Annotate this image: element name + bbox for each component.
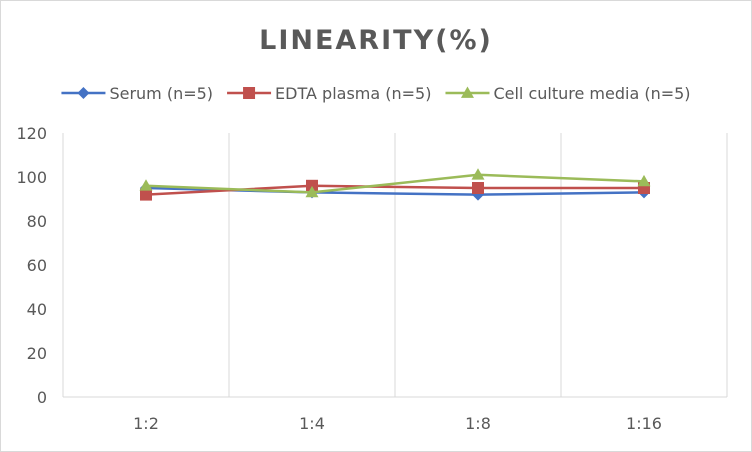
data-point bbox=[140, 188, 152, 201]
legend-marker bbox=[460, 86, 474, 98]
legend-label: EDTA plasma (n=5) bbox=[275, 84, 431, 103]
vertical-gridlines bbox=[228, 133, 562, 397]
y-axis-tick-labels: 0 20 40 60 80 100 120 bbox=[16, 124, 47, 407]
x-tick-label: 1:4 bbox=[299, 414, 325, 433]
y-tick-label: 0 bbox=[37, 388, 47, 407]
legend-item: Serum (n=5) bbox=[61, 84, 213, 103]
x-tick-label: 1:16 bbox=[626, 414, 662, 433]
x-tick-label: 1:2 bbox=[133, 414, 159, 433]
data-point bbox=[472, 182, 484, 194]
legend-marker bbox=[77, 87, 90, 99]
series-3 bbox=[139, 168, 651, 198]
chart-title: LINEARITY(%) bbox=[259, 25, 493, 56]
data-point bbox=[306, 179, 318, 192]
y-tick-label: 40 bbox=[27, 300, 47, 319]
data-point bbox=[471, 168, 485, 180]
axes bbox=[62, 133, 728, 398]
legend-item: Cell culture media (n=5) bbox=[445, 84, 691, 103]
legend-item: EDTA plasma (n=5) bbox=[227, 84, 431, 103]
y-tick-label: 120 bbox=[16, 124, 47, 143]
legend-label: Serum (n=5) bbox=[109, 84, 213, 103]
legend: Serum (n=5) EDTA plasma (n=5) Cell culture… bbox=[61, 84, 691, 103]
legend-label: Cell culture media (n=5) bbox=[493, 84, 690, 103]
y-tick-label: 60 bbox=[27, 256, 47, 275]
series-line bbox=[145, 173, 645, 194]
y-tick-label: 100 bbox=[16, 168, 47, 187]
data-point bbox=[305, 185, 319, 198]
series-lines bbox=[139, 168, 651, 201]
legend-marker bbox=[243, 87, 256, 99]
x-tick-label: 1:8 bbox=[465, 414, 491, 433]
y-tick-label: 20 bbox=[27, 344, 47, 363]
data-point bbox=[139, 179, 153, 191]
data-point bbox=[637, 174, 651, 187]
x-axis-tick-labels: 1:2 1:4 1:8 1:16 bbox=[133, 414, 662, 433]
y-tick-label: 80 bbox=[27, 212, 47, 231]
